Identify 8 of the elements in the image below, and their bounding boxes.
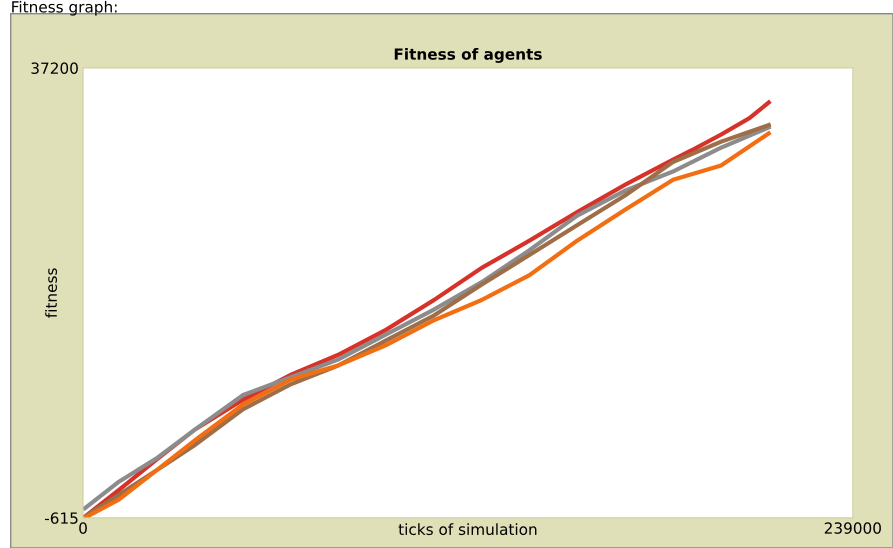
x-tick-label: 0 [79,522,87,534]
x-tick-label: 239000 [824,522,881,534]
y-tick-label: -615 [44,512,78,524]
y-tick-label: 37200 [31,62,78,74]
chart-title: Fitness of agents [394,48,542,63]
y-axis-title: fitness [45,268,57,318]
x-axis-title: ticks of simulation [398,523,536,536]
text: Fitness graph: [12,0,117,16]
